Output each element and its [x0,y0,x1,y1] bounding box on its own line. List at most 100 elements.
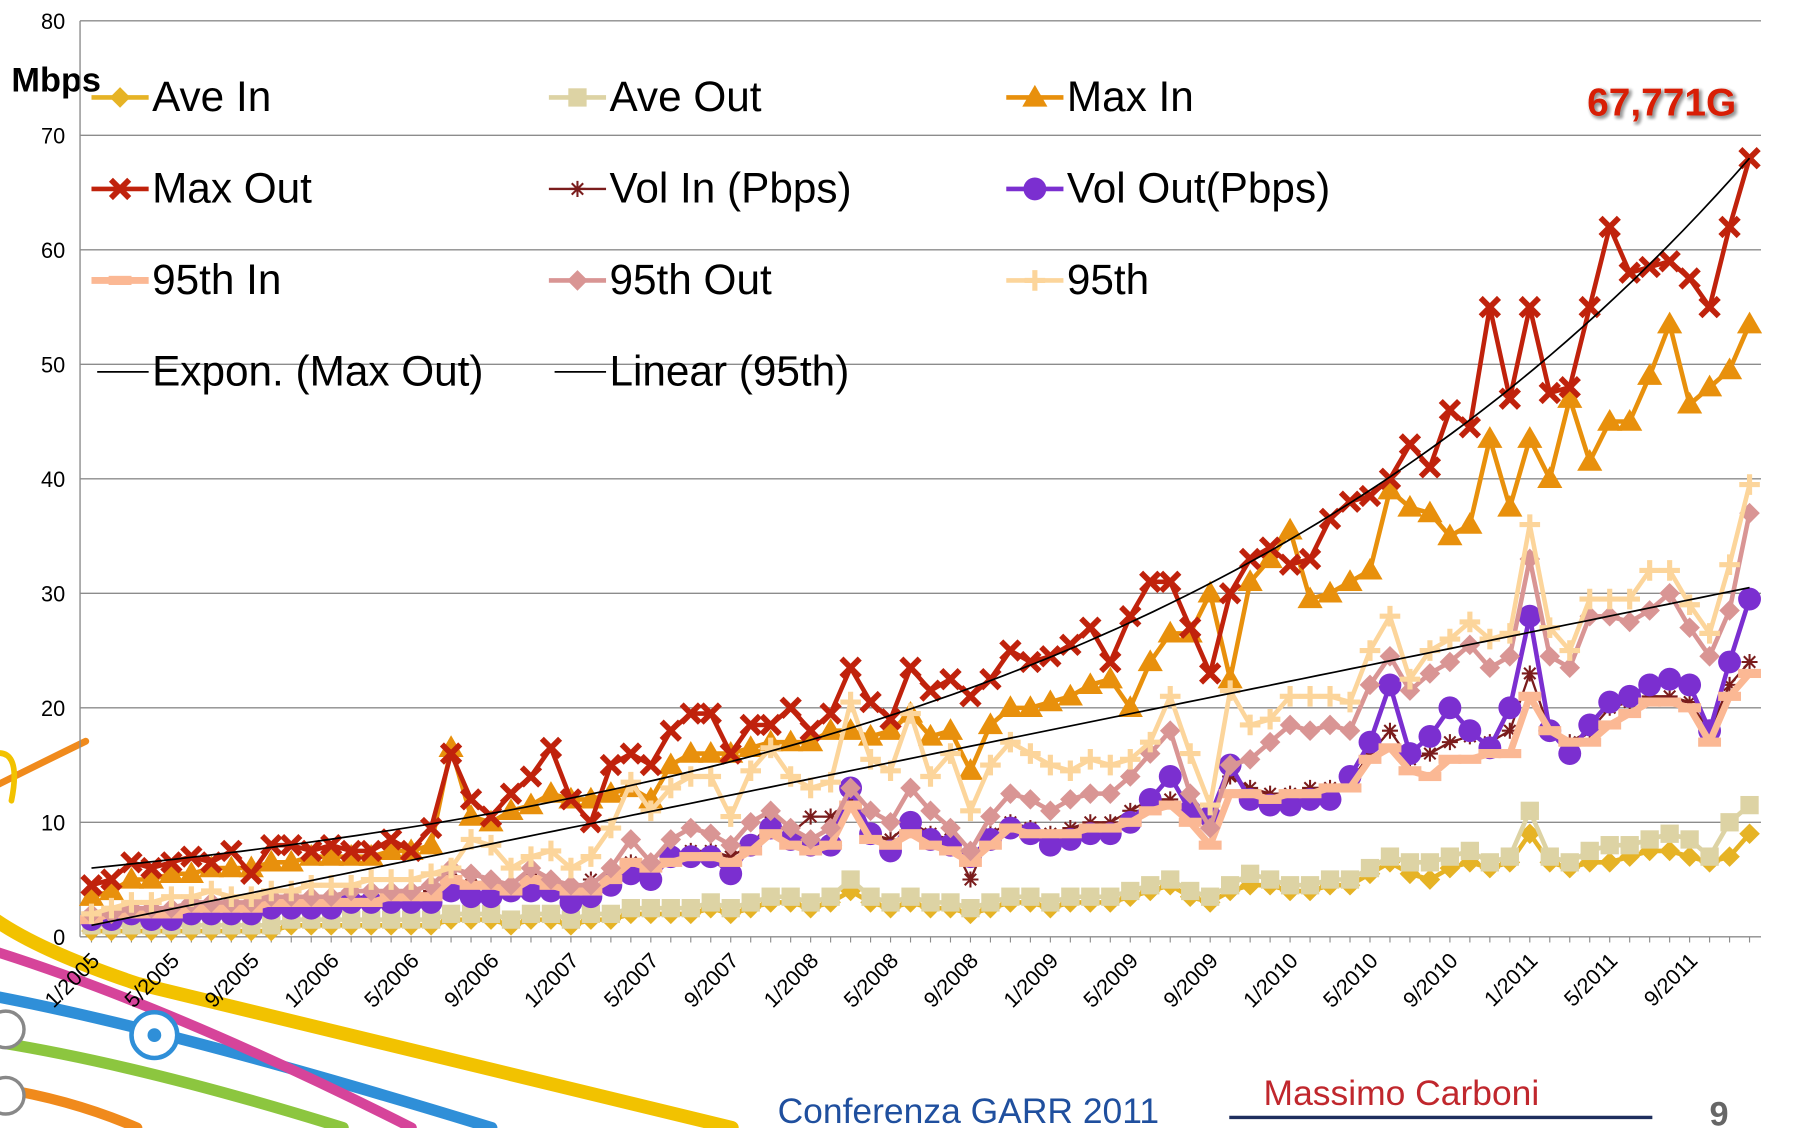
marker [601,904,621,924]
marker [1038,833,1062,857]
marker [1518,691,1542,701]
marker [1559,657,1581,679]
marker [1419,663,1441,684]
marker [401,910,421,929]
marker [1620,836,1639,855]
marker [960,800,981,822]
x-tick-label: 5/2009 [1078,948,1143,1013]
marker [1639,600,1660,621]
marker [1578,713,1602,737]
marker [1439,628,1461,650]
marker [1062,820,1079,837]
marker [801,893,820,912]
marker [461,904,481,924]
marker [1558,376,1581,399]
marker [118,866,145,889]
marker [1399,668,1421,690]
marker [1300,876,1320,895]
marker [999,639,1022,662]
marker [1419,869,1441,890]
marker [1138,806,1162,816]
marker [1538,726,1562,736]
legend-item: Vol Out(Pbps) [1006,165,1330,212]
marker [1240,864,1260,883]
marker [258,849,284,872]
marker [1578,295,1601,319]
marker [579,811,603,834]
marker [759,829,783,839]
marker [1298,547,1322,571]
marker [419,892,443,902]
marker [1398,766,1422,776]
marker [380,869,402,890]
marker [459,788,483,811]
marker [1060,760,1081,782]
marker [418,832,444,855]
marker [499,782,523,805]
marker [1418,771,1442,782]
marker [1678,673,1702,697]
marker [1119,749,1141,770]
trend-line [91,157,1751,869]
marker [1219,680,1241,701]
marker [1119,605,1142,628]
marker [340,839,363,863]
marker [1501,722,1518,739]
legend-item: Max Out [91,165,312,212]
series-line [91,661,1751,921]
marker [1278,793,1302,817]
marker [1159,720,1181,741]
marker [1040,800,1061,822]
marker [1698,737,1722,747]
marker [819,702,842,725]
marker [1179,616,1202,639]
marker [1539,645,1561,667]
marker [78,884,105,906]
marker [1598,690,1622,714]
marker [1357,557,1383,580]
marker [1521,665,1538,682]
marker [1619,588,1640,610]
marker [519,765,543,788]
marker [1197,580,1223,603]
marker [521,904,541,924]
marker [740,760,762,782]
marker [539,736,563,760]
marker [679,702,702,725]
marker [722,848,739,865]
marker [479,885,503,909]
marker [120,851,143,874]
legend-label: Vol Out(Pbps) [1067,165,1330,212]
marker [720,806,742,827]
marker [241,886,262,907]
marker [620,771,642,793]
marker [698,741,724,763]
marker [978,840,1002,850]
marker [459,885,483,909]
marker [997,695,1023,717]
marker [841,870,860,889]
legend-label: 95th Out [609,256,771,303]
marker [937,718,964,740]
marker [560,857,582,879]
marker [460,829,482,850]
marker [979,668,1002,691]
marker [1639,560,1660,581]
marker [598,781,624,803]
marker [1082,814,1099,831]
marker [519,874,543,885]
legend-item: Max In [1006,73,1194,120]
marker [901,887,920,906]
marker [460,863,482,885]
marker [1199,662,1222,685]
marker [500,857,522,879]
marker [881,893,900,912]
marker [1718,691,1742,701]
footer-author: Massimo Carboni [1264,1073,1540,1113]
marker [1279,714,1301,736]
marker [679,852,703,862]
series-line [91,598,1752,922]
marker [481,904,501,924]
marker [1518,604,1542,628]
marker [1719,600,1740,621]
